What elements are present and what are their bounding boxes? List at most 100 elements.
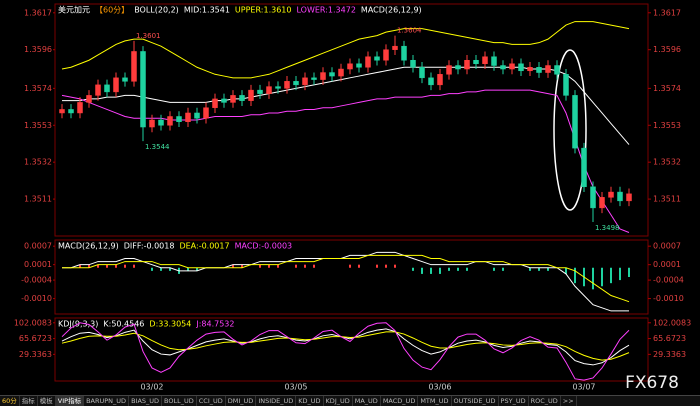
- tab[interactable]: INSIDE_UD: [256, 396, 297, 406]
- candle-body: [518, 63, 524, 72]
- y-tick-label: 1.3511: [24, 195, 52, 204]
- candle-body: [455, 65, 461, 70]
- candle-body: [437, 74, 443, 86]
- candle-body: [446, 65, 452, 75]
- candle-body: [419, 67, 425, 79]
- macd-bar: [592, 267, 594, 290]
- tab[interactable]: MTM_UD: [418, 396, 452, 406]
- y-tick-label: 1.3511: [653, 195, 681, 204]
- y-tick-label: 0.0007: [24, 242, 52, 251]
- macd-bar: [106, 264, 108, 268]
- y-tick-label: -0.0010: [653, 294, 684, 303]
- candle-body: [275, 86, 281, 89]
- candle-body: [608, 191, 614, 198]
- tab[interactable]: BOLL_UD: [162, 396, 197, 406]
- panel-title: 美元加元: [58, 5, 90, 15]
- tab[interactable]: 模板: [38, 396, 56, 406]
- candle-body: [383, 49, 389, 61]
- candle-body: [203, 107, 209, 119]
- indicator-label: MACD:-0.0003: [235, 242, 293, 251]
- indicator-label: K:50.4546: [103, 320, 144, 329]
- chart: 1.3511 1.3511 1.3532 1.3532 1.3553 1.3553 1.35…: [13, 3, 692, 393]
- tab[interactable]: ROC_UD: [529, 396, 561, 406]
- y-tick-label: 65.6723: [653, 334, 686, 343]
- candle-body: [248, 89, 254, 101]
- y-tick-label: 0.0001: [653, 260, 681, 269]
- y-tick-label: 0.0007: [653, 242, 681, 251]
- x-tick-label: 03/05: [284, 383, 307, 392]
- extreme-label: 1.3604: [397, 27, 422, 35]
- tab[interactable]: PSY_UD: [499, 396, 529, 406]
- candle-body: [581, 147, 587, 188]
- candle-body: [320, 72, 326, 80]
- macd-bar: [448, 267, 450, 271]
- tab[interactable]: OUTSIDE_UD: [452, 396, 499, 406]
- tab[interactable]: MACD_UD: [381, 396, 419, 406]
- macd-bar: [610, 267, 612, 284]
- x-tick-label: 03/02: [140, 383, 163, 392]
- x-tick-label: 03/07: [572, 383, 595, 392]
- candle-body: [356, 63, 362, 68]
- macd-bar: [349, 264, 351, 268]
- indicator-label: MID:1.3541: [184, 6, 230, 15]
- macd-bar: [115, 264, 117, 268]
- indicator-line: [61, 21, 630, 79]
- candle-body: [95, 84, 101, 96]
- candle-body: [473, 59, 479, 65]
- indicator-line: [62, 254, 630, 303]
- panel-frame: [54, 239, 649, 315]
- indicator-line: [61, 89, 630, 233]
- macd-bar: [529, 267, 531, 271]
- macd-bar: [412, 267, 414, 271]
- candle-body: [527, 67, 533, 72]
- tab[interactable]: DMI_UD: [226, 396, 257, 406]
- tab[interactable]: BARUPN_UD: [84, 396, 130, 406]
- tab[interactable]: VIP指标: [55, 396, 85, 406]
- candle-body: [401, 45, 407, 61]
- macd-bar: [565, 267, 567, 274]
- y-tick-label: 29.3363: [19, 350, 52, 359]
- macd-bar: [169, 267, 171, 271]
- macd-bar: [628, 267, 630, 277]
- tab[interactable]: 指标: [20, 396, 38, 406]
- indicator-line: [61, 328, 630, 366]
- period-label: 【60分】: [95, 6, 129, 15]
- macd-bar: [241, 264, 243, 268]
- macd-bar: [457, 267, 459, 271]
- macd-bar: [493, 267, 495, 271]
- tab[interactable]: KD_UD: [296, 396, 324, 406]
- macd-bar: [232, 264, 234, 268]
- y-tick-label: 1.3574: [24, 84, 52, 93]
- period-label: 60分: [0, 396, 20, 406]
- macd-bar: [619, 267, 621, 281]
- candle-body: [59, 109, 65, 114]
- y-tick-label: 0.0001: [24, 260, 52, 269]
- y-tick-label: 102.0083: [14, 318, 52, 327]
- y-tick-label: -0.0004: [653, 276, 684, 285]
- macd-bar: [502, 267, 504, 271]
- candle-body: [410, 59, 416, 68]
- candle-body: [158, 119, 164, 126]
- candle-body: [266, 86, 272, 94]
- extreme-label: 1.3498: [595, 224, 620, 232]
- candle-body: [428, 77, 434, 86]
- candle-body: [302, 77, 308, 86]
- candle-body: [140, 51, 146, 128]
- tab[interactable]: MA_UD: [353, 396, 381, 406]
- y-tick-label: 1.3532: [24, 158, 52, 167]
- tab[interactable]: BIAS_UD: [129, 396, 163, 406]
- candle-body: [347, 63, 353, 70]
- candle-body: [86, 95, 92, 103]
- tab[interactable]: CCI_UD: [197, 396, 226, 406]
- x-tick-label: 03/06: [428, 383, 451, 392]
- candle-body: [563, 74, 569, 96]
- macd-bar: [547, 267, 549, 271]
- macd-bar: [601, 267, 603, 287]
- macd-bar: [358, 264, 360, 268]
- candle-body: [392, 45, 398, 50]
- panel-frame: [54, 317, 649, 382]
- tab[interactable]: KDJ_UD: [324, 396, 353, 406]
- tab[interactable]: >>: [561, 396, 577, 406]
- candle-body: [104, 84, 110, 93]
- candle-body: [149, 119, 155, 128]
